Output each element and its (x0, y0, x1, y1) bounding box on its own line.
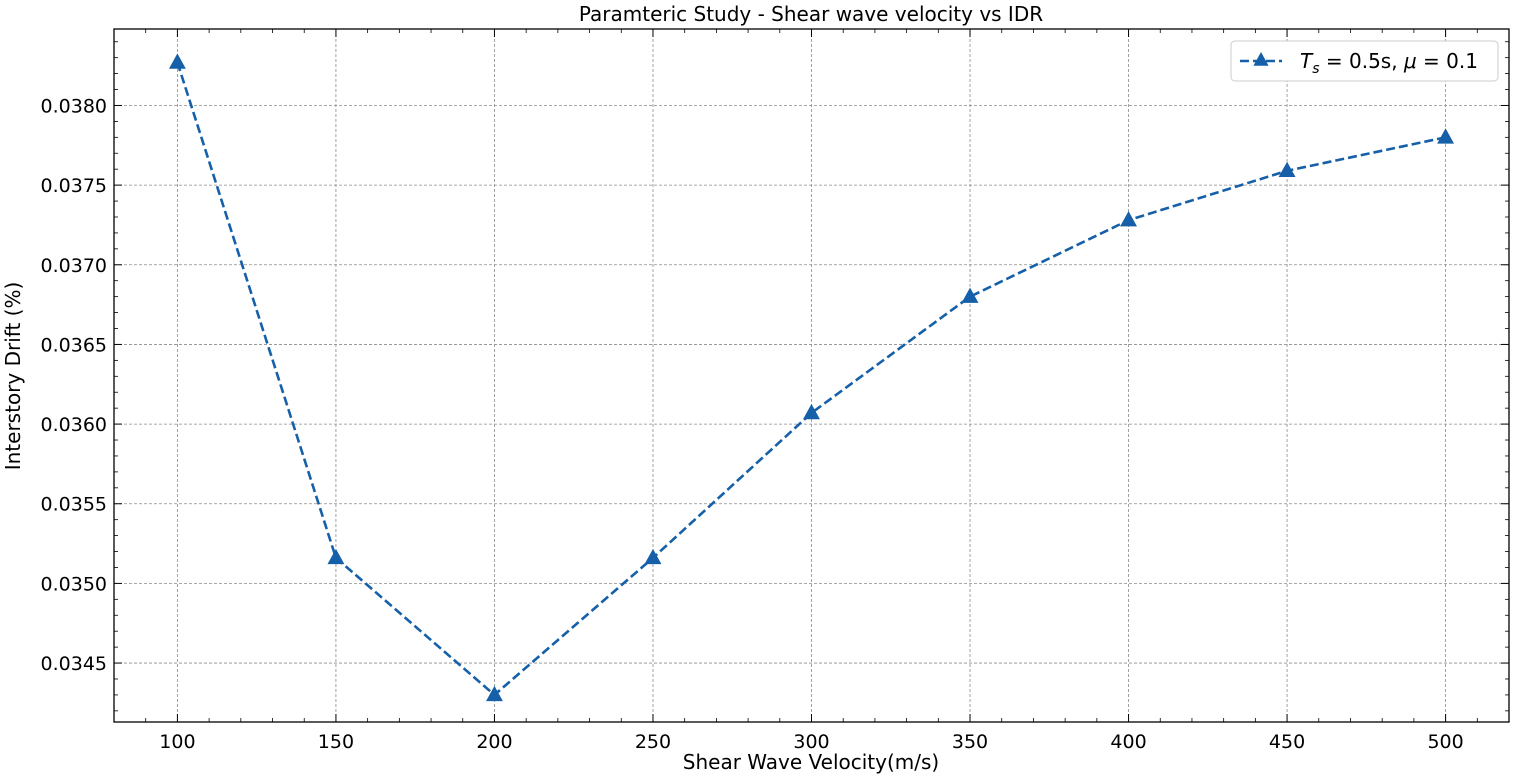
y-axis-label: Interstory Drift (%) (1, 282, 25, 471)
data-point-marker (644, 548, 662, 565)
x-tick-label: 250 (635, 731, 671, 753)
legend-entry-label: Ts = 0.5s, μ = 0.1 (1300, 49, 1478, 77)
grid (114, 29, 1509, 722)
series-line (176, 62, 1446, 697)
y-tick-label: 0.0360 (41, 414, 107, 436)
legend-box (1230, 40, 1499, 82)
data-point-marker (803, 403, 820, 420)
y-tick-label: 0.0350 (41, 573, 107, 595)
legend-marker-triangle (1253, 52, 1269, 66)
plot-frame (113, 28, 1510, 723)
y-tick-label: 0.0380 (41, 95, 107, 117)
y-tick-label: 0.0355 (41, 494, 107, 516)
chart-title: Paramteric Study - Shear wave velocity v… (579, 2, 1043, 26)
x-tick-label: 150 (318, 731, 354, 753)
data-point-marker (168, 53, 186, 69)
legend: Ts = 0.5s, μ = 0.1 (1230, 40, 1499, 82)
x-tick-label: 500 (1427, 731, 1463, 753)
data-point-marker (961, 287, 979, 303)
x-tick-label: 400 (1110, 731, 1146, 753)
series (168, 53, 1455, 702)
x-tick-label: 450 (1269, 731, 1305, 753)
data-point-marker (486, 685, 503, 702)
x-axis-label: Shear Wave Velocity(m/s) (683, 750, 939, 774)
x-tick-label: 350 (952, 731, 988, 753)
y-tick-label: 0.0375 (41, 175, 107, 197)
major-ticks (114, 29, 1509, 722)
y-tick-label: 0.0345 (41, 653, 107, 675)
tick-labels: 100 150 200 250 300 350 400 450 500 0.0345 0.0350 0… (41, 95, 1464, 753)
data-point-marker (1278, 161, 1296, 178)
data-point-marker (1120, 211, 1137, 227)
x-tick-label: 200 (476, 731, 512, 753)
y-tick-label: 0.0365 (41, 334, 107, 356)
x-tick-label: 300 (793, 731, 829, 753)
x-tick-label: 100 (159, 731, 195, 753)
data-point-marker (327, 548, 345, 565)
y-tick-label: 0.0370 (41, 255, 107, 277)
minor-ticks (114, 29, 1509, 722)
data-point-marker (1437, 128, 1455, 144)
